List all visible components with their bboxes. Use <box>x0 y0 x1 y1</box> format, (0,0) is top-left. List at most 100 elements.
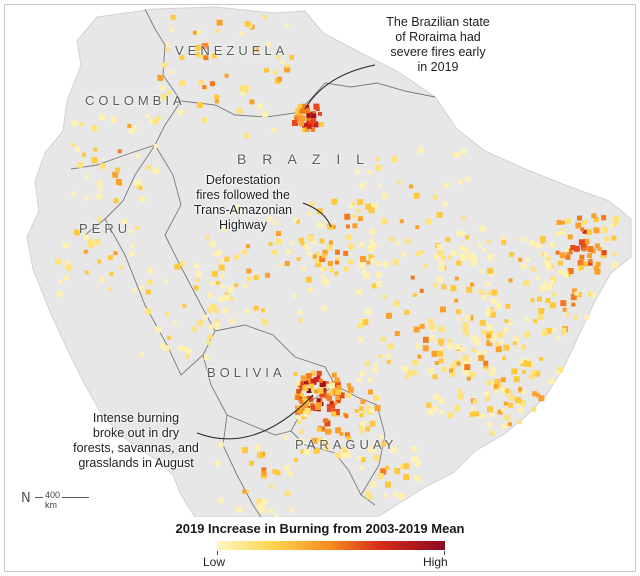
fire-cell <box>543 251 549 257</box>
fire-cell <box>202 43 209 50</box>
fire-cell <box>334 377 340 383</box>
fire-cell <box>364 308 371 315</box>
fire-cell <box>153 167 160 174</box>
fire-cell <box>479 319 486 326</box>
fire-cell <box>311 387 316 392</box>
label-colombia: COLOMBIA <box>85 93 186 108</box>
fire-cell <box>83 249 88 254</box>
fire-cell <box>306 251 312 257</box>
fire-cell <box>348 243 355 250</box>
fire-cell <box>314 389 318 394</box>
fire-cell <box>147 279 153 285</box>
fire-cell <box>107 255 113 261</box>
fire-cell <box>174 263 181 270</box>
fire-cell <box>132 125 138 131</box>
fire-cell <box>517 420 522 425</box>
fire-cell <box>319 391 326 398</box>
fire-cell <box>453 152 460 158</box>
fire-cell <box>91 157 98 164</box>
fire-cell <box>202 85 207 90</box>
fire-cell <box>244 89 249 93</box>
fire-cell <box>368 446 375 453</box>
fire-cell <box>297 405 302 409</box>
fire-cell <box>332 385 339 391</box>
fire-cell <box>500 387 506 393</box>
fire-cell <box>212 251 217 256</box>
fire-cell <box>309 201 315 207</box>
fire-cell <box>321 306 327 311</box>
fire-cell <box>487 406 493 413</box>
fire-cell <box>117 149 122 154</box>
fire-cell <box>487 267 494 274</box>
fire-cell <box>591 213 597 219</box>
fire-cell <box>145 308 152 315</box>
fire-cell <box>366 170 371 175</box>
fire-cell <box>591 293 596 299</box>
fire-cell <box>297 104 303 110</box>
fire-cell <box>562 271 569 278</box>
fire-cell <box>163 345 170 352</box>
fire-cell <box>399 219 404 224</box>
fire-cell <box>214 94 220 100</box>
fire-cell <box>289 508 294 513</box>
fire-cell <box>303 379 308 384</box>
fire-cell <box>385 481 391 488</box>
fire-cell <box>118 181 123 186</box>
fire-cell <box>366 493 373 500</box>
fire-cell <box>415 343 421 349</box>
fire-cell <box>593 265 599 271</box>
fire-cell <box>170 27 174 32</box>
fire-cell <box>367 245 374 252</box>
fire-cell <box>88 241 95 248</box>
fire-cell <box>305 276 312 283</box>
fire-cell <box>195 44 201 51</box>
fire-cell <box>336 385 342 390</box>
fire-cell <box>302 396 307 400</box>
legend-color-ramp <box>217 541 445 550</box>
fire-cell <box>343 250 349 256</box>
fire-cell <box>490 298 497 304</box>
fire-cell <box>192 326 198 332</box>
fire-cell <box>326 408 331 412</box>
fire-cell <box>377 473 384 480</box>
fire-cell <box>538 395 545 402</box>
fire-cell <box>325 393 332 400</box>
fire-cell <box>55 258 62 265</box>
fire-cell <box>121 219 127 225</box>
fire-cell <box>299 121 304 127</box>
fire-cell <box>185 354 190 359</box>
fire-cell <box>414 475 421 481</box>
fire-cell <box>478 289 483 294</box>
fire-cell <box>179 261 185 267</box>
fire-cell <box>328 240 333 245</box>
fire-cell <box>438 265 445 271</box>
fire-cell <box>542 281 548 287</box>
fire-cell <box>265 42 271 48</box>
fire-hotspots <box>55 14 619 517</box>
fire-cell <box>397 180 402 185</box>
fire-cell <box>299 429 304 434</box>
fire-cell <box>359 182 366 189</box>
fire-cell <box>539 357 544 361</box>
legend: 2019 Increase in Burning from 2003-2019 … <box>5 517 635 571</box>
fire-cell <box>573 315 578 320</box>
fire-cell <box>289 54 295 60</box>
fire-cell <box>383 261 389 268</box>
fire-cell <box>316 370 322 376</box>
fire-cell <box>303 412 308 417</box>
fire-cell <box>580 227 585 232</box>
fire-cell <box>558 260 563 266</box>
fire-cell <box>113 251 118 256</box>
fire-cell <box>278 263 283 268</box>
fire-cell <box>501 236 506 241</box>
north-arrow-icon: N <box>21 491 31 506</box>
fire-cell <box>262 111 269 118</box>
fire-cell <box>195 278 200 283</box>
fire-cell <box>520 237 526 243</box>
fire-cell <box>357 322 364 329</box>
roraima-leader-line <box>304 64 376 110</box>
annotation-dry-forests-line-1: Intense burning <box>92 411 180 425</box>
fire-cell <box>531 369 537 375</box>
fire-cell <box>508 402 513 408</box>
fire-cell <box>561 327 567 333</box>
